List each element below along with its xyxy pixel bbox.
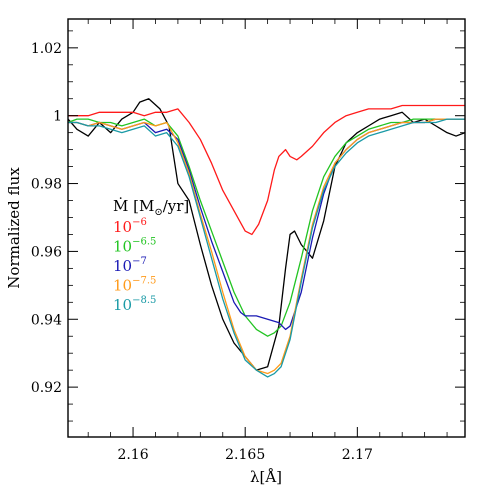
legend-title: Ṁ [M⊙/yr] <box>113 197 189 218</box>
series-line-4 <box>68 118 465 375</box>
series-line-0 <box>68 98 465 371</box>
legend-entry-exponent: −6 <box>132 217 147 228</box>
legend-title-tail: /yr] <box>163 197 190 215</box>
y-axis-title: Normalized flux <box>5 167 23 289</box>
legend-entry-exponent: −7.5 <box>132 276 156 287</box>
legend-title-main: Ṁ [M <box>113 197 154 215</box>
series-layer <box>68 98 465 378</box>
legend-title-sub: ⊙ <box>154 207 162 218</box>
series-line-5 <box>68 118 465 378</box>
plot-frame <box>67 18 466 438</box>
legend-entry: 10−6.5 <box>113 237 156 256</box>
y-tick-label: 0.94 <box>31 312 62 328</box>
x-tick-label: 2.17 <box>342 447 373 463</box>
x-axis-title: λ[Å] <box>250 468 282 486</box>
legend-entry-base: 10 <box>113 238 132 256</box>
series-line-1 <box>68 104 465 236</box>
legend-entry: 10−6 <box>113 217 147 236</box>
legend-entry: 10−7 <box>113 256 147 275</box>
legend-entry-base: 10 <box>113 218 132 236</box>
y-tick-label: 0.96 <box>31 244 62 260</box>
legend-entry-base: 10 <box>113 277 132 295</box>
y-tick-label: 0.92 <box>31 380 62 396</box>
legend-entry-base: 10 <box>113 257 132 275</box>
x-tick-label: 2.165 <box>225 447 265 463</box>
legend: Ṁ [M⊙/yr]10−610−6.510−710−7.510−8.5 <box>113 197 189 314</box>
legend-entry-exponent: −8.5 <box>132 295 156 306</box>
legend-entry: 10−7.5 <box>113 276 156 295</box>
series-line-2 <box>68 118 465 337</box>
legend-entry-exponent: −6.5 <box>132 237 156 248</box>
y-tick-label: 0.98 <box>31 177 62 193</box>
x-tick-label: 2.16 <box>117 447 148 463</box>
axes-layer: 2.16 2.165 2.17 0.92 0.94 0.96 0.98 1 1.02 <box>31 19 465 463</box>
y-tick-label: 1.02 <box>31 41 62 57</box>
y-tick-label: 1 <box>53 109 62 125</box>
legend-entry: 10−8.5 <box>113 295 156 314</box>
legend-entry-base: 10 <box>113 296 132 314</box>
legend-entry-exponent: −7 <box>132 256 147 267</box>
